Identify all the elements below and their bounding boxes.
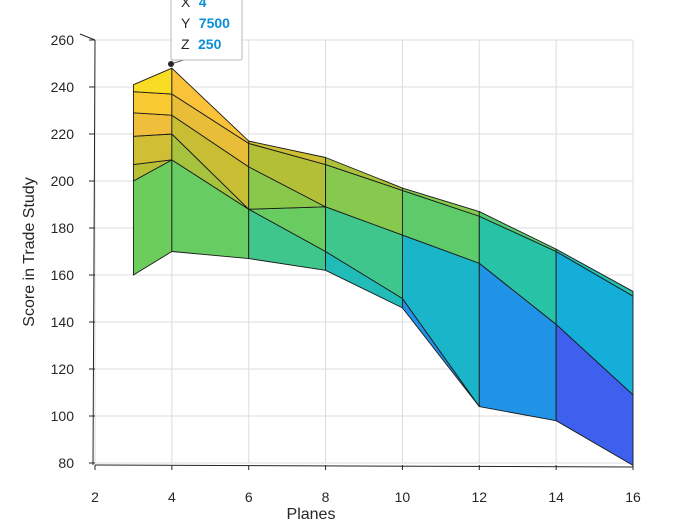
surface-patch xyxy=(132,91,173,116)
z-tick-label: 120 xyxy=(51,361,75,377)
x-axis-label: Planes xyxy=(287,506,336,523)
tick-labels: 2 4 6 8 10 12 14 16 80 100 120 140 160 180 200 220 240 26… xyxy=(51,32,641,505)
datatip-x-value: 4 xyxy=(199,0,207,10)
z-tick-label: 140 xyxy=(51,314,75,330)
z-tick-label: 100 xyxy=(51,408,75,424)
surface-plot[interactable] xyxy=(132,67,634,466)
z-tick-label: 240 xyxy=(51,79,75,95)
z-tick-label: 160 xyxy=(51,267,75,283)
datatip-box xyxy=(170,0,243,61)
x-tick-label: 10 xyxy=(395,489,411,505)
datatip-z-row: Z 250 xyxy=(181,36,222,53)
z-tick-label: 200 xyxy=(51,173,75,189)
surface-patch xyxy=(132,67,173,95)
surface-patch xyxy=(132,133,173,166)
x-tick-label: 4 xyxy=(168,489,176,505)
y-axis-label: Score in Trade Study xyxy=(21,177,38,326)
x-tick-label: 2 xyxy=(91,489,99,505)
x-tick-label: 12 xyxy=(471,489,487,505)
x-tick-label: 14 xyxy=(548,489,564,505)
datatip[interactable]: X 4 Y 7500 Z 250 xyxy=(168,0,243,67)
z-tick-label: 80 xyxy=(58,455,74,471)
axes xyxy=(79,33,634,470)
surface-patch xyxy=(132,112,173,137)
datatip-y-row: Y 7500 xyxy=(181,15,230,32)
x-tick-label: 16 xyxy=(625,489,641,505)
x-tick-label: 8 xyxy=(322,489,330,505)
z-tick-label: 180 xyxy=(51,220,75,236)
z-tick-label: 220 xyxy=(51,126,75,142)
datatip-y-value: 7500 xyxy=(199,15,230,31)
datatip-x-row: X 4 xyxy=(181,0,207,11)
datatip-x-key: X xyxy=(181,0,191,10)
surface-patch xyxy=(555,248,634,297)
z-axis-top xyxy=(79,33,96,41)
x-tick-label: 6 xyxy=(245,489,253,505)
datatip-z-value: 250 xyxy=(198,36,222,52)
datatip-marker xyxy=(168,61,174,67)
datatip-z-key: Z xyxy=(181,36,190,52)
z-tick-label: 260 xyxy=(51,32,75,48)
x-axis-line xyxy=(94,464,634,468)
datatip-y-key: Y xyxy=(181,15,191,31)
z-axis-line xyxy=(92,39,96,466)
